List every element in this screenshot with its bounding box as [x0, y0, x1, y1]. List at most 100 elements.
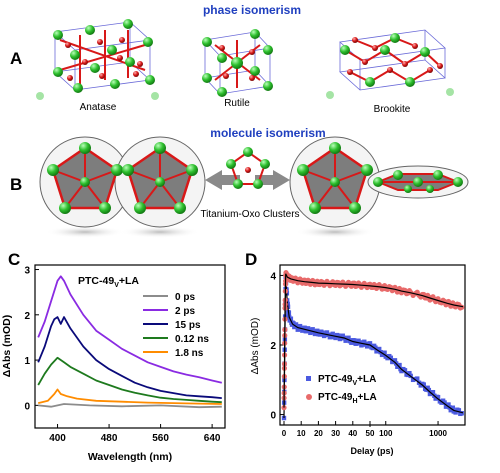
d-point-v: [324, 330, 330, 335]
d-xtick-label: 20: [314, 429, 323, 438]
c-series-line: [37, 356, 222, 404]
panel-c-xlabel: Wavelength (nm): [88, 451, 172, 463]
cluster-left-pair: [39, 136, 206, 228]
panel-c-axes: 400 480 560 640 0 1 2 3: [24, 266, 220, 444]
c-series-line: [37, 275, 222, 384]
brookite-structure: [326, 29, 454, 99]
c-series-line: [38, 403, 222, 409]
panel-b-letter: B: [10, 175, 22, 194]
d-xtick-label: 50: [366, 429, 375, 438]
d-point-v: [459, 411, 464, 416]
panel-c-legend: 0 ps 2 ps 15 ps 0.12 ns 1.8 ns: [143, 292, 209, 359]
c-legend-label: 1.8 ns: [175, 348, 204, 359]
rutile-label: Rutile: [224, 98, 250, 109]
panel-a: A phase isomerism: [10, 3, 454, 115]
c-ytick-label: 0: [24, 401, 30, 412]
d-point-v: [377, 346, 382, 352]
d-xtick-label: 0: [282, 429, 287, 438]
d-point-v: [442, 400, 447, 405]
d-point-v: [327, 335, 333, 340]
d-point-v: [362, 339, 367, 344]
c-xtick-label: 400: [49, 433, 66, 444]
d-xtick-label: 1000: [429, 429, 447, 438]
d-point-v: [336, 333, 341, 338]
d-point-v: [367, 341, 373, 346]
d-point-v: [300, 328, 305, 333]
c-xtick-label: 480: [101, 433, 118, 444]
rutile-structure: [202, 29, 273, 97]
d-point-v: [302, 325, 307, 330]
d-point-v: [450, 405, 456, 410]
d-point-v: [388, 355, 394, 360]
d-xtick-label: 40: [348, 429, 357, 438]
panel-d-ylabel: ΔAbs (mOD): [250, 318, 261, 375]
c-legend-label: 0 ps: [175, 292, 195, 303]
d-point-v: [382, 350, 387, 355]
legend-label-v: PTC-49V+LA: [318, 374, 376, 387]
d-point-v: [453, 410, 458, 415]
c-xtick-label: 560: [152, 433, 169, 444]
d-ytick-label: 2: [270, 341, 276, 352]
d-point-v: [297, 323, 303, 329]
panel-c: C 400 480 560 640 0 1 2 3 0 ps 2 ps 15 ps 0.12 ns 1…: [1, 250, 226, 463]
d-point-v: [402, 368, 408, 373]
d-point-v: [364, 344, 370, 349]
d-point-v: [339, 336, 344, 341]
d-point-v: [291, 321, 296, 326]
d-point-v: [307, 327, 312, 333]
c-legend-label: 2 ps: [175, 306, 195, 317]
d-point-v: [370, 345, 376, 351]
d-fit-line: [283, 273, 464, 408]
d-point-v: [304, 328, 310, 334]
panel-d-letter: D: [245, 250, 257, 269]
c-series-line: [37, 388, 222, 405]
d-point-h: [459, 304, 465, 310]
molecule-isomerism-title: molecule isomerism: [210, 126, 325, 140]
legend-marker-h: [306, 394, 312, 400]
c-legend-label: 0.12 ns: [175, 334, 209, 345]
panel-d: D 0 10 20 30 40 50 100 1000 0 2 4 PTC-49V+LA PTC-4…: [245, 250, 466, 456]
c-xtick-label: 640: [204, 433, 221, 444]
d-point-v: [333, 335, 338, 341]
d-point-v: [354, 341, 360, 346]
d-point-v: [425, 385, 430, 390]
d-point-v: [330, 331, 335, 337]
panel-c-frame: [34, 264, 226, 429]
anatase-structure: [36, 19, 159, 100]
d-xtick-label: 30: [331, 429, 340, 438]
legend-marker-v: [306, 376, 311, 381]
d-ytick-label: 4: [270, 271, 276, 282]
d-point-v: [281, 415, 287, 421]
d-point-v: [310, 327, 315, 332]
c-ytick-label: 1: [24, 356, 30, 367]
arrow-right-icon: [255, 170, 290, 190]
small-cluster: [226, 147, 270, 189]
d-point-v: [415, 376, 420, 381]
brookite-label: Brookite: [374, 104, 411, 115]
d-xtick-label: 10: [297, 429, 306, 438]
panel-d-axes: 0 10 20 30 40 50 100 1000 0 2 4: [270, 271, 447, 438]
c-series-line: [37, 316, 222, 399]
titanium-oxo-caption: Titanium-Oxo Clusters: [200, 209, 299, 220]
d-point-v: [320, 330, 325, 335]
d-fit-line: [283, 278, 464, 419]
d-xtick-label: 100: [379, 429, 393, 438]
c-ytick-label: 3: [24, 266, 30, 277]
d-point-v: [392, 358, 398, 363]
c-legend-label: 15 ps: [175, 320, 201, 331]
panel-c-series: [37, 275, 222, 409]
panel-b: B molecule isomerism: [10, 126, 469, 238]
anatase-label: Anatase: [80, 102, 117, 113]
d-point-v: [446, 402, 451, 407]
d-point-v: [421, 382, 426, 387]
cluster-right: [289, 136, 381, 228]
panel-d-legend: PTC-49V+LA PTC-49H+LA: [306, 374, 377, 405]
d-point-v: [349, 340, 354, 345]
arrow-left-icon: [205, 170, 240, 190]
d-point-v: [317, 332, 323, 337]
c-ytick-label: 2: [24, 311, 30, 322]
panel-c-sample-label: PTC-49V+LA: [78, 275, 139, 289]
d-point-v: [435, 394, 441, 400]
d-point-v: [288, 316, 294, 321]
